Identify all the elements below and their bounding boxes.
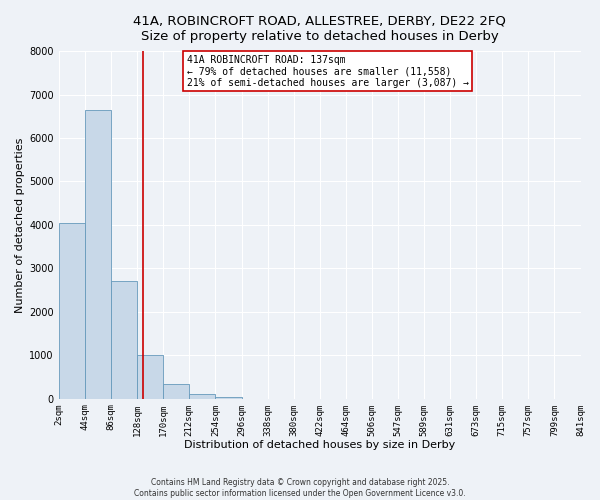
- Bar: [85, 110, 111, 399]
- Text: 41A ROBINCROFT ROAD: 137sqm
← 79% of detached houses are smaller (11,558)
21% of: 41A ROBINCROFT ROAD: 137sqm ← 79% of det…: [187, 54, 469, 88]
- Bar: [111, 282, 137, 399]
- Text: Contains HM Land Registry data © Crown copyright and database right 2025.
Contai: Contains HM Land Registry data © Crown c…: [134, 478, 466, 498]
- Title: 41A, ROBINCROFT ROAD, ALLESTREE, DERBY, DE22 2FQ
Size of property relative to de: 41A, ROBINCROFT ROAD, ALLESTREE, DERBY, …: [133, 15, 506, 43]
- Bar: [59, 222, 85, 398]
- Bar: [137, 356, 163, 399]
- X-axis label: Distribution of detached houses by size in Derby: Distribution of detached houses by size …: [184, 440, 455, 450]
- Bar: [163, 384, 189, 398]
- Bar: [189, 394, 215, 398]
- Y-axis label: Number of detached properties: Number of detached properties: [15, 137, 25, 312]
